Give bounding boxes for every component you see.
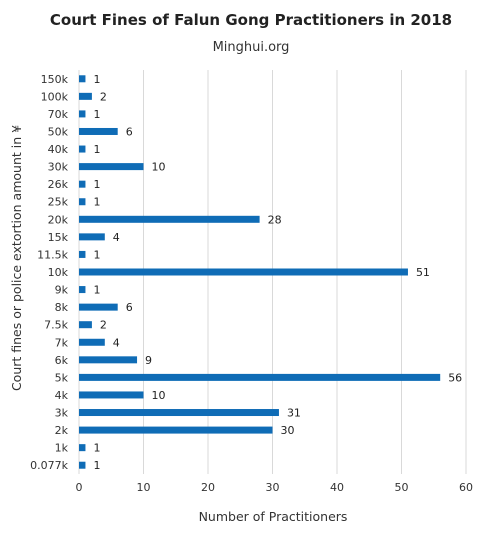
x-tick-labels: 0 10 20 30 40 50 60 [76,481,474,494]
data-label: 1 [93,73,100,86]
data-label: 10 [152,389,166,402]
data-label: 30 [281,424,295,437]
bar [79,444,86,452]
bar [79,92,92,100]
data-label: 1 [93,442,100,455]
chart-title: Court Fines of Falun Gong Practitioners … [50,11,452,29]
data-label: 56 [448,371,462,384]
y-tick-label: 2k [55,424,69,437]
data-label: 6 [126,301,133,314]
x-tick-label: 50 [395,481,409,494]
bar [79,391,144,399]
y-tick-label: 0.077k [30,459,68,472]
y-tick-label: 4k [55,389,69,402]
y-tick-label: 20k [48,213,69,226]
y-tick-label: 150k [41,73,69,86]
bar [79,215,260,223]
bar [79,145,86,153]
x-tick-label: 30 [266,481,280,494]
x-tick-label: 20 [201,481,215,494]
y-tick-label: 8k [55,301,69,314]
data-label: 10 [152,161,166,174]
data-label: 1 [93,248,100,261]
y-tick-label: 30k [48,161,69,174]
data-label: 1 [93,108,100,121]
data-label: 6 [126,125,133,138]
y-tick-label: 11.5k [37,248,68,261]
x-tick-label: 0 [76,481,83,494]
y-axis-label: Court fines or police extortion amount i… [9,125,24,391]
data-label: 1 [93,178,100,191]
data-label: 31 [287,407,301,420]
bar [79,356,138,364]
y-tick-label: 5k [55,371,69,384]
bar [79,198,86,206]
bar [79,127,118,135]
bar [79,409,279,417]
y-tick-label: 7k [55,336,69,349]
bar [79,268,408,276]
y-tick-label: 9k [55,284,69,297]
bar [79,110,86,118]
bar [79,338,105,346]
bars [79,75,441,469]
bar [79,75,86,83]
data-label: 1 [93,196,100,209]
bar [79,180,86,188]
y-tick-label: 25k [48,196,69,209]
y-tick-label: 50k [48,125,69,138]
chart-subtitle: Minghui.org [213,40,290,55]
data-label: 1 [93,459,100,472]
y-tick-label: 10k [48,266,69,279]
y-tick-label: 7.5k [44,319,68,332]
bar [79,163,144,171]
y-tick-labels: 150k 100k 70k 50k 40k 30k 26k 25k 20k 15k 11.5k 10k… [30,73,68,472]
data-label: 9 [145,354,152,367]
y-tick-label: 100k [41,90,69,103]
bar [79,321,92,329]
bar [79,426,273,434]
data-label: 1 [93,284,100,297]
y-tick-label: 40k [48,143,69,156]
bar [79,373,441,381]
bar [79,233,105,241]
y-tick-label: 6k [55,354,69,367]
y-tick-label: 15k [48,231,69,244]
data-label: 2 [100,319,107,332]
y-tick-label: 26k [48,178,69,191]
y-tick-label: 70k [48,108,69,121]
bar [79,303,118,311]
y-tick-label: 3k [55,407,69,420]
x-tick-label: 60 [459,481,473,494]
bar [79,286,86,294]
bar [79,250,86,258]
x-axis-label: Number of Practitioners [199,509,348,524]
data-label: 2 [100,90,107,103]
bar [79,461,86,469]
data-label: 4 [113,336,120,349]
data-label: 1 [93,143,100,156]
x-tick-label: 40 [330,481,344,494]
x-tick-label: 10 [137,481,151,494]
data-label: 4 [113,231,120,244]
data-label: 51 [416,266,430,279]
data-label: 28 [268,213,282,226]
y-tick-label: 1k [55,442,69,455]
